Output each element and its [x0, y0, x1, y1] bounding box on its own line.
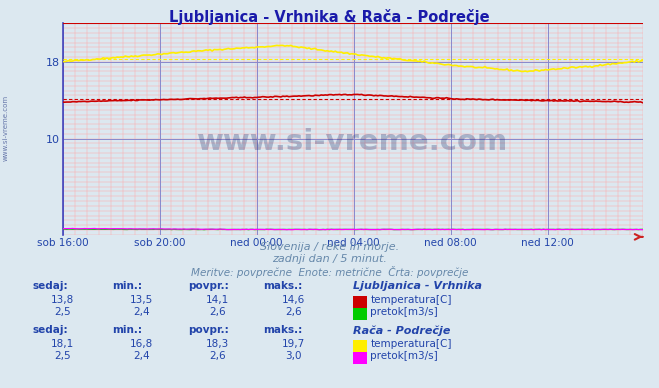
- Text: 18,1: 18,1: [51, 339, 74, 349]
- Text: povpr.:: povpr.:: [188, 281, 229, 291]
- Text: temperatura[C]: temperatura[C]: [370, 339, 452, 349]
- Text: Ljubljanica - Vrhnika: Ljubljanica - Vrhnika: [353, 281, 482, 291]
- Text: www.si-vreme.com: www.si-vreme.com: [197, 128, 508, 156]
- Text: povpr.:: povpr.:: [188, 325, 229, 335]
- Text: zadnji dan / 5 minut.: zadnji dan / 5 minut.: [272, 254, 387, 264]
- Text: 2,6: 2,6: [285, 307, 302, 317]
- Text: Rača - Podrečje: Rača - Podrečje: [353, 325, 450, 336]
- Text: 16,8: 16,8: [130, 339, 154, 349]
- Text: maks.:: maks.:: [264, 325, 303, 335]
- Text: temperatura[C]: temperatura[C]: [370, 295, 452, 305]
- Text: min.:: min.:: [112, 325, 142, 335]
- Text: 2,5: 2,5: [54, 351, 71, 361]
- Text: 2,4: 2,4: [133, 351, 150, 361]
- Text: 2,5: 2,5: [54, 307, 71, 317]
- Text: sedaj:: sedaj:: [33, 325, 69, 335]
- Text: 3,0: 3,0: [285, 351, 302, 361]
- Text: 14,1: 14,1: [206, 295, 229, 305]
- Text: 18,3: 18,3: [206, 339, 229, 349]
- Text: pretok[m3/s]: pretok[m3/s]: [370, 351, 438, 361]
- Text: 14,6: 14,6: [281, 295, 305, 305]
- Text: pretok[m3/s]: pretok[m3/s]: [370, 307, 438, 317]
- Text: 2,6: 2,6: [209, 307, 226, 317]
- Text: 13,5: 13,5: [130, 295, 154, 305]
- Text: 2,4: 2,4: [133, 307, 150, 317]
- Text: www.si-vreme.com: www.si-vreme.com: [2, 95, 9, 161]
- Text: maks.:: maks.:: [264, 281, 303, 291]
- Text: 13,8: 13,8: [51, 295, 74, 305]
- Text: 2,6: 2,6: [209, 351, 226, 361]
- Text: min.:: min.:: [112, 281, 142, 291]
- Text: sedaj:: sedaj:: [33, 281, 69, 291]
- Text: Meritve: povprečne  Enote: metrične  Črta: povprečje: Meritve: povprečne Enote: metrične Črta:…: [191, 266, 468, 278]
- Text: Slovenija / reke in morje.: Slovenija / reke in morje.: [260, 242, 399, 253]
- Text: 19,7: 19,7: [281, 339, 305, 349]
- Text: Ljubljanica - Vrhnika & Rača - Podrečje: Ljubljanica - Vrhnika & Rača - Podrečje: [169, 9, 490, 24]
